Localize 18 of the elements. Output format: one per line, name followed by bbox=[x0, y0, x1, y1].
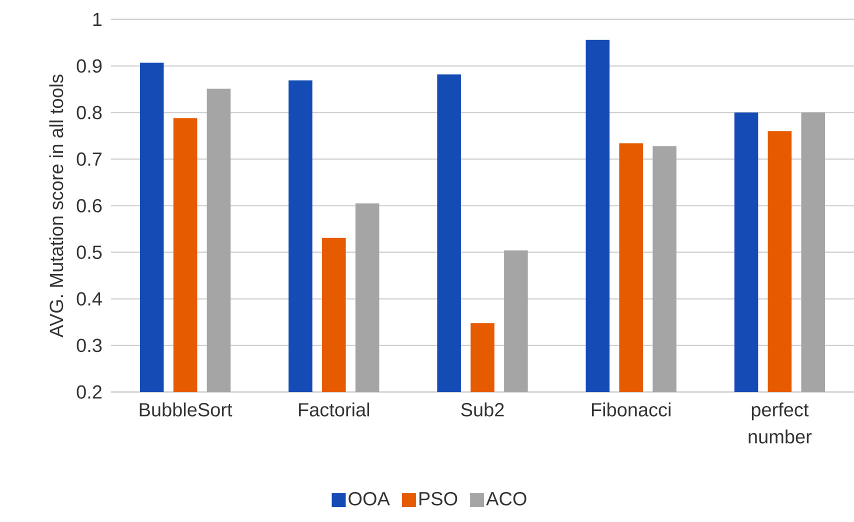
x-tick-label: Fibonacci bbox=[592, 402, 670, 416]
y-tick-label: 0.5 bbox=[76, 246, 102, 260]
legend-label: PSO bbox=[420, 492, 458, 506]
y-tick-label: 0.7 bbox=[76, 152, 102, 166]
y-axis-title: AVG. Mutation score in all tools bbox=[49, 74, 64, 338]
y-tick-label: 0.2 bbox=[76, 385, 102, 399]
y-tick-label: 0.8 bbox=[76, 106, 102, 120]
y-tick-label: 0.6 bbox=[76, 198, 102, 212]
x-tick-label: BubbleSort bbox=[140, 402, 232, 416]
legend-label: ACO bbox=[486, 492, 526, 506]
x-tick-label: perfect number bbox=[748, 402, 812, 444]
y-tick-label: 0.4 bbox=[76, 292, 102, 306]
legend-label: OOA bbox=[348, 492, 390, 506]
x-tick-label: Sub2 bbox=[461, 402, 504, 416]
x-tick-label: Factorial bbox=[299, 402, 370, 416]
y-tick-label: 0.9 bbox=[76, 59, 102, 73]
y-tick-label: 0.3 bbox=[76, 338, 102, 352]
y-tick-label: 1 bbox=[93, 12, 102, 26]
